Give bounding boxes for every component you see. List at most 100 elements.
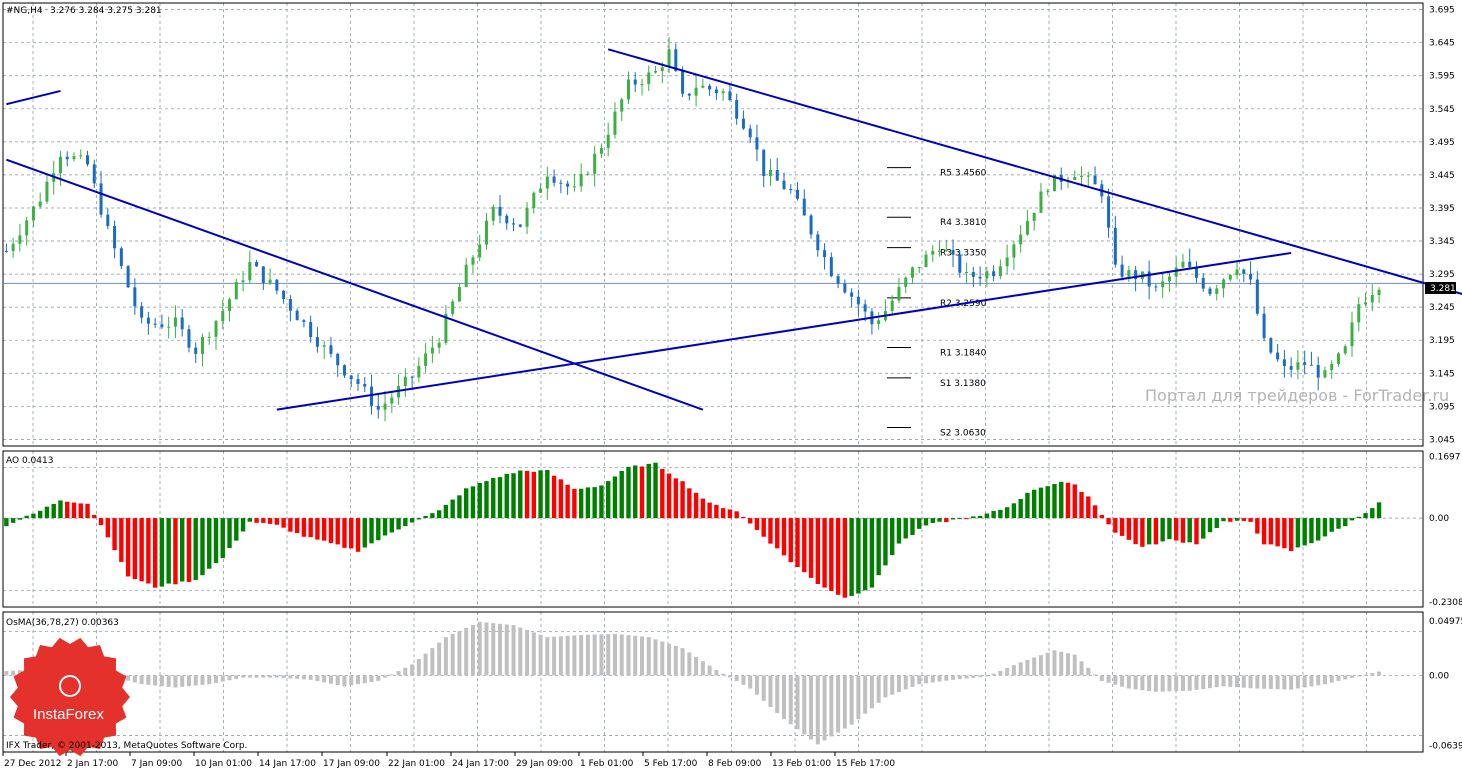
ao-bar <box>612 476 618 519</box>
current-price-label: 3.281 <box>1430 284 1456 294</box>
osma-tick-label: 0.00 <box>1429 671 1449 681</box>
osma-bar <box>1180 675 1185 691</box>
osma-bar <box>511 625 516 676</box>
candle-body <box>1005 257 1009 267</box>
osma-bar <box>531 632 536 676</box>
ao-bar <box>1255 518 1260 534</box>
ao-bar <box>565 484 570 519</box>
candle-body <box>545 176 549 189</box>
candle-body <box>45 181 49 202</box>
price-tick-label: 3.095 <box>1429 402 1455 412</box>
candle-body <box>241 280 245 283</box>
candle-body <box>187 329 191 348</box>
ao-bar <box>71 502 77 519</box>
candle-body <box>410 376 414 378</box>
candle-body <box>1019 234 1023 245</box>
candle-body <box>221 311 225 322</box>
osma-bar <box>1350 675 1354 678</box>
osma-bar <box>984 675 989 677</box>
candle-body <box>843 283 847 293</box>
osma-bar <box>1214 675 1219 688</box>
candle-body <box>1309 364 1313 366</box>
osma-bar <box>443 637 448 676</box>
osma-bar <box>998 670 1003 676</box>
ao-bar <box>132 518 138 580</box>
ao-bar <box>1180 518 1186 543</box>
osma-bar <box>247 675 252 678</box>
osma-bar <box>964 675 969 679</box>
osma-bar <box>288 675 293 679</box>
candle-body <box>796 189 800 199</box>
ao-bar <box>944 518 949 523</box>
osma-bar <box>1052 650 1057 676</box>
candle-body <box>79 155 83 157</box>
ao-bar <box>119 518 124 562</box>
ao-bar <box>849 518 854 596</box>
ao-bar <box>321 518 327 541</box>
osma-tick-label: -0.0639 <box>1429 741 1462 751</box>
trendlines <box>6 48 1462 411</box>
candle-body <box>1188 261 1192 267</box>
ao-bar <box>551 475 557 519</box>
pivot-label: R5 3.4560 <box>940 169 987 179</box>
ao-bar <box>92 514 97 519</box>
osma-bar <box>856 675 861 720</box>
ao-bar <box>957 518 963 520</box>
candle-body <box>505 215 509 224</box>
time-tick-label: 14 Jan 17:00 <box>259 759 316 769</box>
ao-bar <box>457 495 462 519</box>
osma-bar <box>579 634 584 676</box>
ao-bar <box>991 510 996 519</box>
osma-bar <box>924 675 928 684</box>
osma-bar <box>139 675 144 685</box>
ao-bar <box>1011 503 1017 519</box>
ao-bar <box>1322 518 1328 537</box>
osma-bar <box>1370 673 1375 676</box>
candle-body <box>437 342 441 348</box>
candle-body <box>572 186 576 188</box>
candle-body <box>924 254 928 268</box>
price-tick-label: 3.695 <box>1429 6 1455 16</box>
candle-body <box>288 299 292 311</box>
ao-bar <box>558 479 564 519</box>
ao-bar <box>173 518 178 585</box>
symbol-label: #NG,H4 <box>6 6 43 16</box>
osma-bar <box>1174 675 1179 692</box>
osma-bar <box>356 675 360 685</box>
osma-bar <box>1133 675 1138 690</box>
osma-bar <box>328 675 333 684</box>
osma-bar <box>1377 671 1382 676</box>
candle-body <box>647 72 651 85</box>
osma-bar <box>930 675 935 683</box>
ao-bar <box>78 503 83 519</box>
candle-body <box>1181 261 1185 268</box>
candle-body <box>126 266 130 288</box>
ao-bar <box>362 518 367 548</box>
osma-bar <box>369 675 374 682</box>
osma-bar <box>416 659 421 676</box>
price-tick-label: 3.395 <box>1429 204 1455 214</box>
osma-bar <box>1079 661 1084 676</box>
ao-bar <box>504 473 509 519</box>
candle-body <box>370 386 374 406</box>
candle-body <box>829 257 833 277</box>
price-tick-label: 3.295 <box>1429 270 1455 280</box>
osma-bar <box>538 634 543 676</box>
osma-bar <box>606 634 611 676</box>
trendline <box>276 251 1292 411</box>
osma-bar <box>714 669 719 676</box>
candle-body <box>38 201 42 207</box>
osma-histogram <box>4 621 1382 745</box>
ao-bar <box>58 500 63 519</box>
price-tick-label: 3.645 <box>1429 39 1455 49</box>
ao-bar <box>65 501 70 519</box>
candle-body <box>1323 370 1327 378</box>
ao-bar <box>518 470 523 519</box>
ao-bar <box>923 518 929 526</box>
ao-bar <box>1194 518 1199 545</box>
ao-bar <box>261 518 266 523</box>
ao-bar <box>1201 518 1206 539</box>
candle-body <box>1154 286 1158 288</box>
osma-bar <box>1147 675 1152 692</box>
pivot-label: R1 3.1840 <box>940 348 987 358</box>
